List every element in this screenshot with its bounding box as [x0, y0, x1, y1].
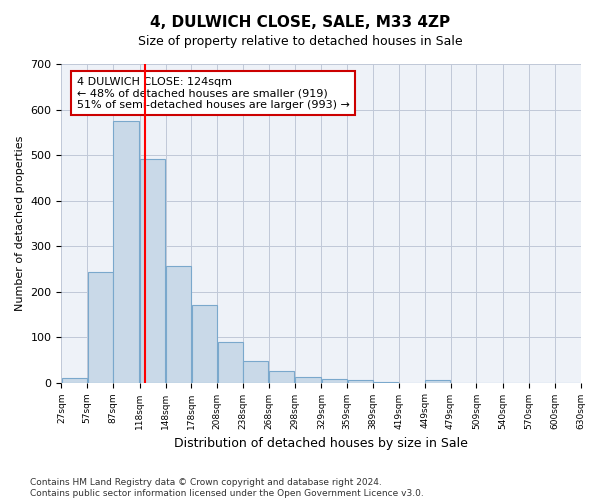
Bar [88, 272, 113, 382]
Bar [166, 266, 191, 382]
Bar [269, 371, 295, 382]
Bar [244, 361, 268, 382]
Text: Size of property relative to detached houses in Sale: Size of property relative to detached ho… [137, 35, 463, 48]
X-axis label: Distribution of detached houses by size in Sale: Distribution of detached houses by size … [174, 437, 468, 450]
Bar [295, 377, 321, 382]
Text: 4 DULWICH CLOSE: 124sqm
← 48% of detached houses are smaller (919)
51% of semi-d: 4 DULWICH CLOSE: 124sqm ← 48% of detache… [77, 76, 350, 110]
Bar [218, 342, 242, 382]
Bar [140, 158, 165, 382]
Bar [113, 121, 139, 382]
Bar [62, 378, 87, 382]
Y-axis label: Number of detached properties: Number of detached properties [15, 136, 25, 311]
Bar [347, 380, 373, 382]
Bar [192, 305, 217, 382]
Text: Contains HM Land Registry data © Crown copyright and database right 2024.
Contai: Contains HM Land Registry data © Crown c… [30, 478, 424, 498]
Bar [425, 380, 450, 382]
Bar [322, 379, 347, 382]
Text: 4, DULWICH CLOSE, SALE, M33 4ZP: 4, DULWICH CLOSE, SALE, M33 4ZP [150, 15, 450, 30]
